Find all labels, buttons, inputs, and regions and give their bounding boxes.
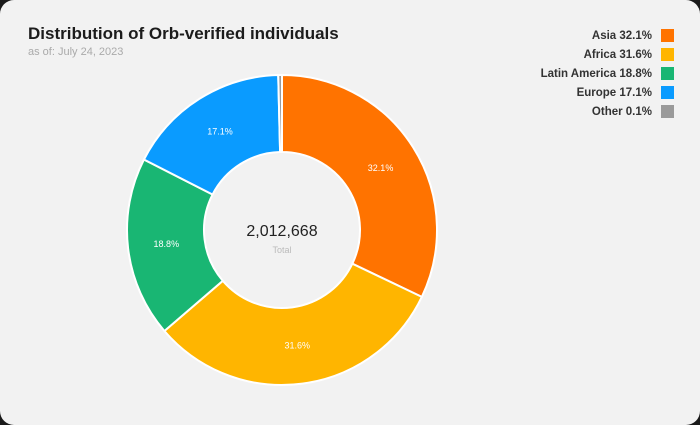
center-total-label: Total: [272, 245, 291, 255]
slice-other: [277, 73, 283, 154]
legend-swatch: [661, 29, 674, 42]
legend-item: Africa 31.6%: [541, 45, 674, 64]
legend-item: Other 0.1%: [541, 102, 674, 121]
legend-label: Asia 32.1%: [591, 29, 652, 42]
legend-label: Latin America 18.8%: [540, 67, 652, 80]
legend-swatch: [661, 48, 674, 61]
legend-label: Other 0.1%: [591, 105, 652, 118]
legend: Asia 32.1% Africa 31.6% Latin America 18.8…: [541, 26, 674, 121]
legend-swatch: [661, 105, 674, 118]
chart-title: Distribution of Orb-verified individuals: [28, 24, 339, 43]
legend-item: Asia 32.1%: [541, 26, 674, 45]
data-label: 17.1%: [207, 126, 233, 136]
legend-swatch: [661, 86, 674, 99]
legend-item: Latin America 18.8%: [541, 64, 674, 83]
slice-latin-america: [126, 158, 225, 333]
data-label: 32.1%: [368, 163, 394, 173]
legend-label: Africa 31.6%: [583, 48, 652, 61]
slice-africa: [162, 262, 424, 386]
legend-swatch: [661, 67, 674, 80]
slice-europe: [142, 74, 282, 196]
legend-item: Europe 17.1%: [541, 83, 674, 102]
center-total-value: 2,012,668: [246, 223, 317, 240]
data-label: 18.8%: [154, 239, 180, 249]
slice-asia: [281, 73, 438, 299]
data-label: 31.6%: [285, 340, 311, 350]
legend-label: Europe 17.1%: [576, 86, 652, 99]
chart-subtitle: as of: July 24, 2023: [28, 46, 124, 58]
